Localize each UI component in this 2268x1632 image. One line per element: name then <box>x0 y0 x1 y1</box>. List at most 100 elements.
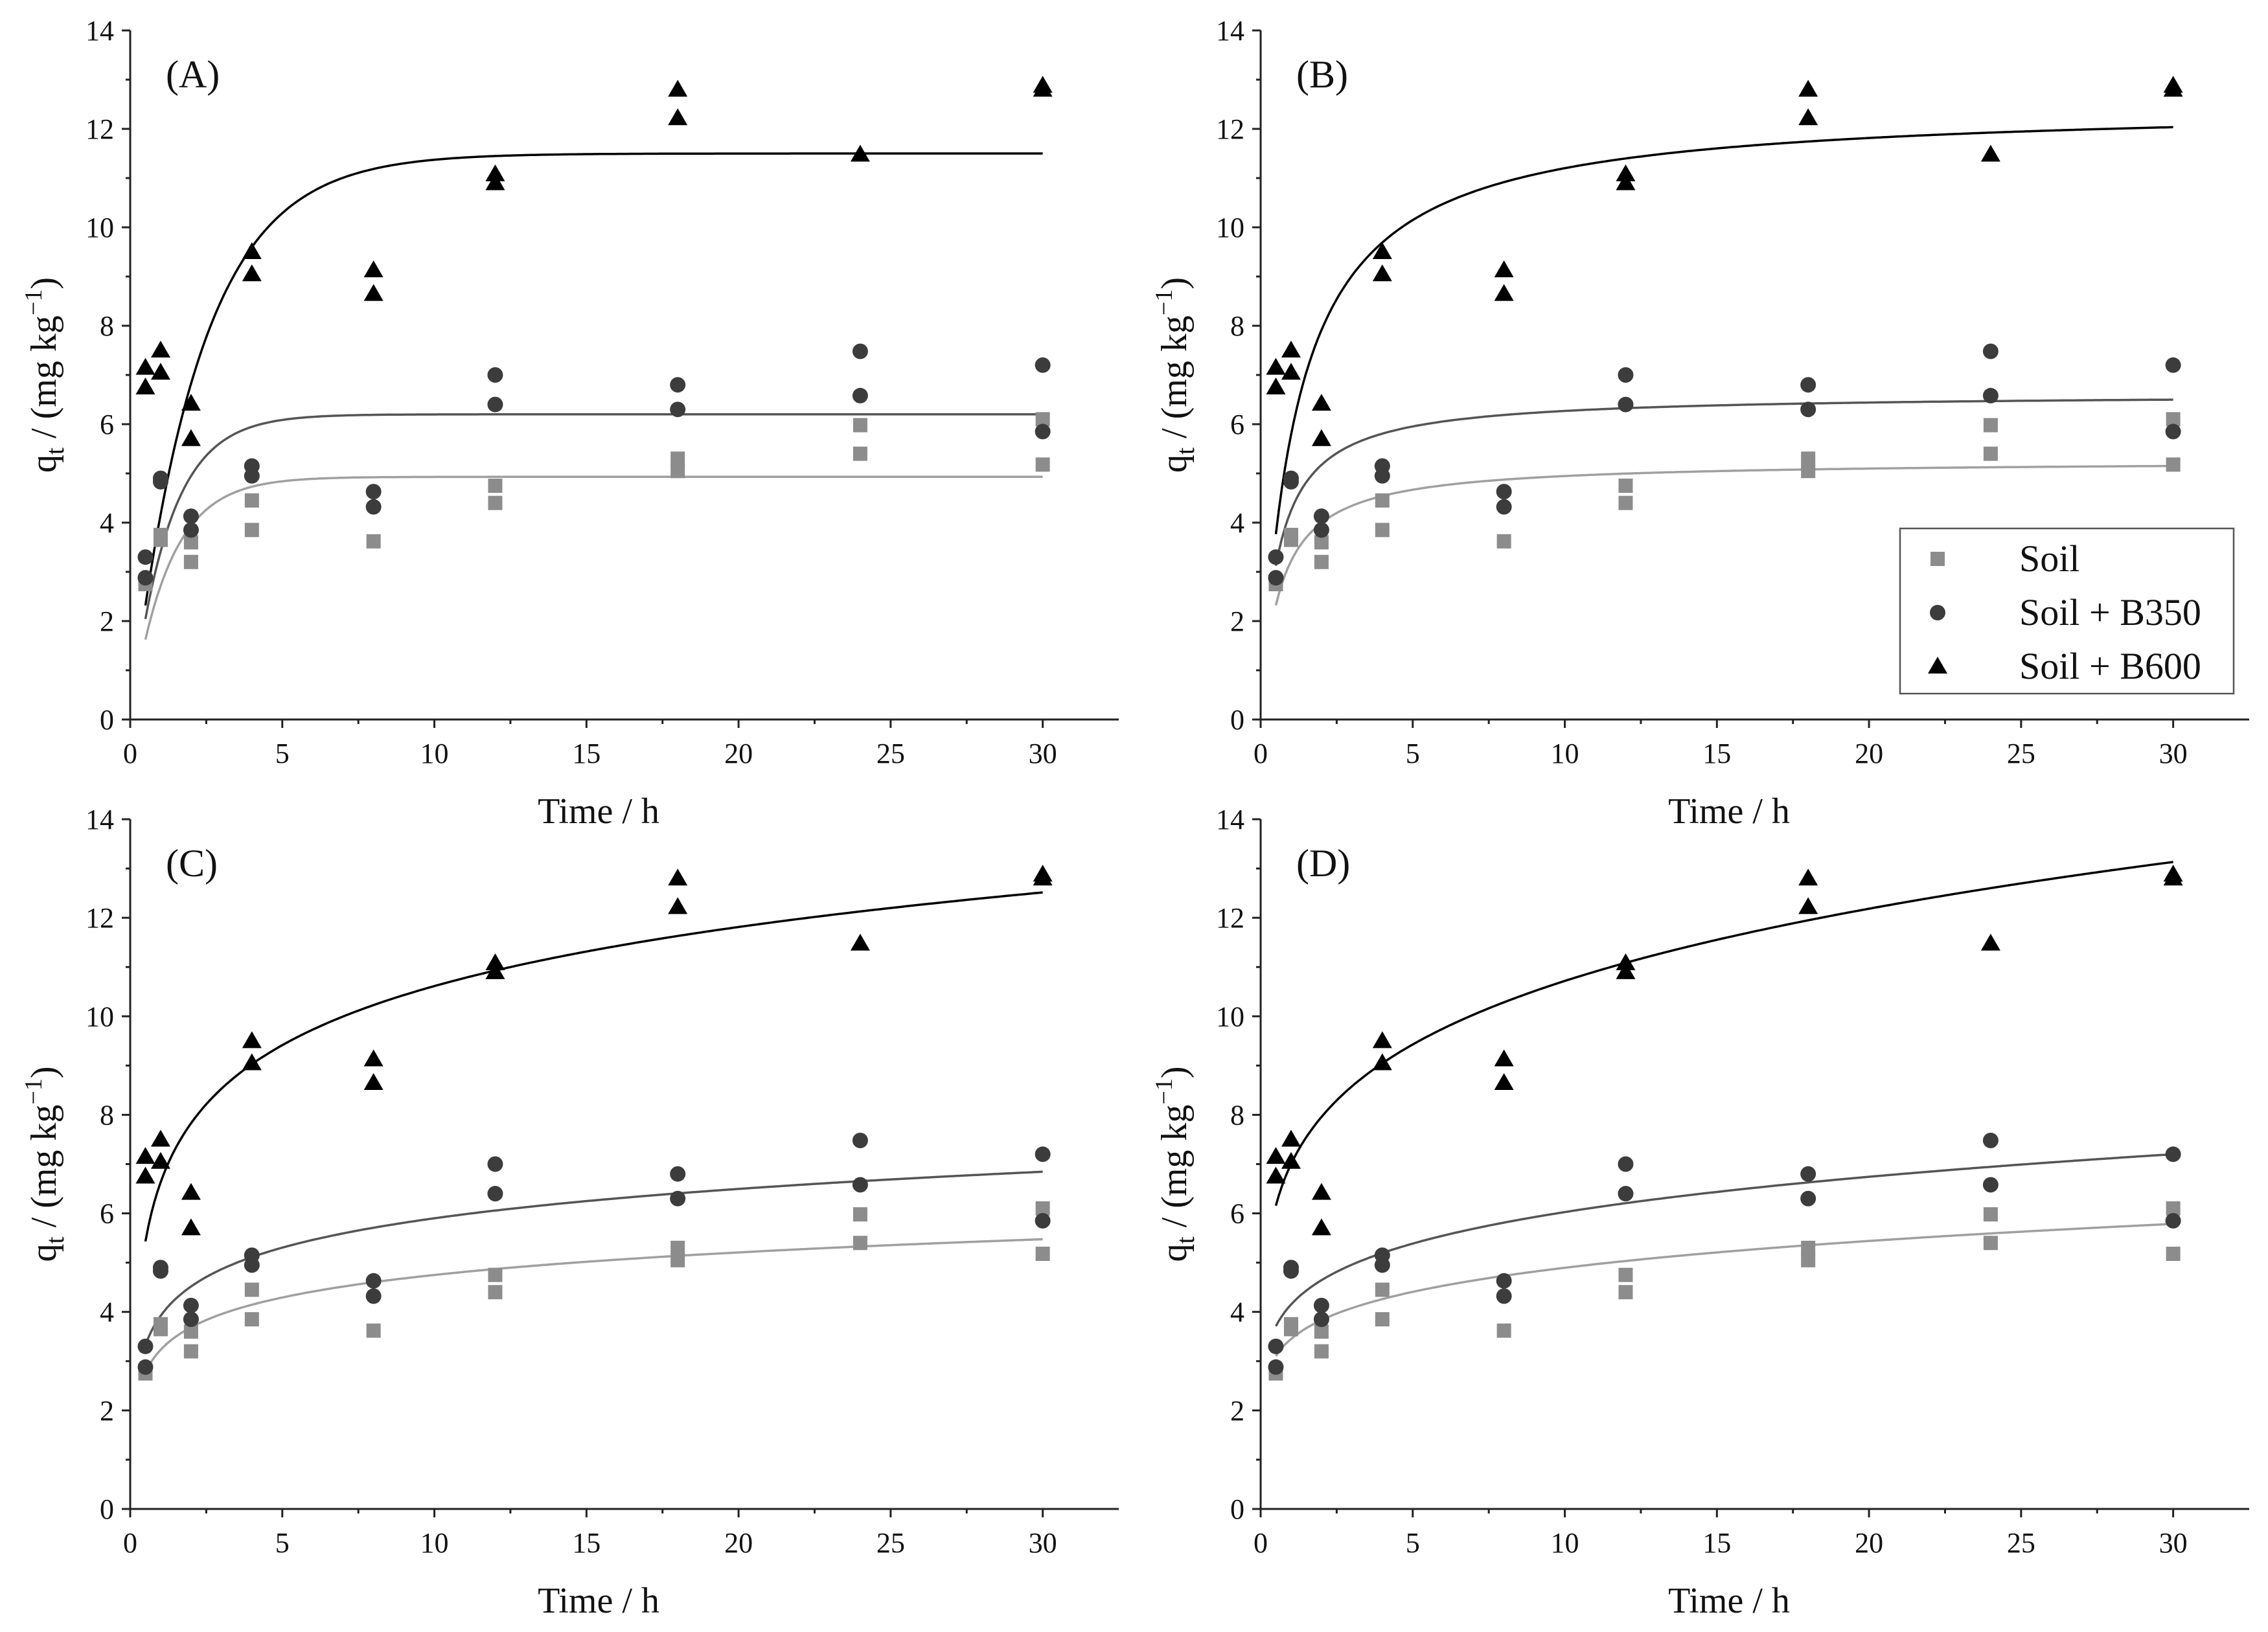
y-tick-label: 6 <box>100 1198 114 1230</box>
data-point-soil-b600 <box>850 933 870 951</box>
data-point-soil <box>1618 1267 1633 1282</box>
data-point-soil-b600 <box>668 80 688 97</box>
data-point-soil-b600 <box>1281 341 1301 357</box>
legend-marker-soil-b600 <box>1928 657 1947 674</box>
data-point-soil-b600 <box>2163 76 2183 93</box>
data-point-soil <box>1035 412 1050 427</box>
data-point-soil-b600 <box>135 1147 155 1164</box>
data-point-soil-b350 <box>487 396 503 413</box>
y-tick-label: 10 <box>86 1001 114 1032</box>
data-point-soil <box>1314 1344 1329 1359</box>
data-point-soil <box>244 523 259 538</box>
data-point-soil-b600 <box>1033 865 1053 882</box>
data-point-soil <box>1983 1236 1998 1251</box>
data-point-soil <box>1283 1317 1298 1332</box>
y-tick-label: 14 <box>1216 804 1244 835</box>
y-tick-label: 14 <box>86 804 114 835</box>
data-point-soil-b600 <box>150 1129 170 1147</box>
x-tick-label: 25 <box>876 738 905 769</box>
data-point-soil-b350 <box>183 1297 199 1313</box>
data-point-soil <box>1983 418 1998 433</box>
y-tick-label: 12 <box>86 902 114 934</box>
data-point-soil-b350 <box>365 484 382 500</box>
data-point-soil-b350 <box>1982 1177 1999 1193</box>
data-point-soil <box>2166 457 2181 472</box>
y-tick-label: 8 <box>100 1099 114 1131</box>
legend-label-soil-b350: Soil + B350 <box>2019 591 2201 633</box>
data-point-soil-b600 <box>1311 1218 1331 1236</box>
data-point-soil-b350 <box>152 470 168 486</box>
x-tick-label: 0 <box>1254 1527 1268 1559</box>
data-point-soil-b350 <box>1618 1186 1634 1202</box>
data-point-soil-b600 <box>1281 1151 1301 1169</box>
data-point-soil-b600 <box>363 1049 384 1067</box>
data-point-soil-b600 <box>1372 1053 1392 1071</box>
data-point-soil-b600 <box>1033 76 1053 93</box>
data-point-soil-b350 <box>152 1260 168 1276</box>
data-point-soil-b350 <box>1313 1311 1329 1328</box>
data-point-soil-b350 <box>1982 343 1999 359</box>
data-point-soil <box>153 528 168 542</box>
data-point-soil-b350 <box>365 499 382 515</box>
data-point-soil-b600 <box>135 1166 155 1184</box>
y-tick-label: 14 <box>1216 15 1244 47</box>
data-point-soil-b600 <box>1494 284 1514 301</box>
fit-curve-soil-b350 <box>144 413 1043 620</box>
data-point-soil-b350 <box>852 387 868 403</box>
y-tick-label: 10 <box>86 212 114 244</box>
y-tick-label: 2 <box>1230 1395 1244 1427</box>
data-point-soil <box>670 1240 685 1255</box>
data-point-soil-b600 <box>668 897 688 914</box>
data-point-soil-b350 <box>244 1247 260 1264</box>
data-point-soil-b350 <box>2165 357 2181 373</box>
data-point-soil-b600 <box>135 378 155 394</box>
data-point-soil-b350 <box>1313 522 1329 538</box>
data-point-soil-b350 <box>852 1177 868 1193</box>
data-point-soil-b600 <box>668 868 688 886</box>
data-point-soil-b600 <box>1798 897 1818 914</box>
x-axis-title: Time / h <box>538 1581 659 1621</box>
x-tick-label: 15 <box>572 1527 601 1559</box>
data-point-soil-b350 <box>1618 396 1634 413</box>
data-point-soil-b600 <box>135 357 155 375</box>
data-point-soil-b350 <box>1268 1359 1284 1375</box>
data-point-soil-b350 <box>2165 1212 2181 1229</box>
panel-d: 0 5 10 15 20 25 30 0 2 4 6 8 10 12 14 Time / h qt / (mg … <box>1151 804 2249 1621</box>
data-point-soil-b600 <box>485 164 505 181</box>
data-point-soil-b350 <box>1618 367 1634 383</box>
data-point-soil-b600 <box>242 264 262 282</box>
y-tick-label: 4 <box>1230 1297 1244 1328</box>
data-point-soil-b600 <box>1494 1072 1514 1090</box>
panel-label: (A) <box>166 53 220 96</box>
legend-box <box>1899 527 2235 695</box>
data-point-soil-b600 <box>242 1053 262 1071</box>
data-point-soil <box>1801 1252 1816 1267</box>
data-point-soil <box>244 493 259 508</box>
data-point-soil <box>183 1324 198 1339</box>
legend-label-soil-b600: Soil + B600 <box>2019 645 2201 687</box>
data-point-soil-b600 <box>1372 264 1392 282</box>
y-tick-label: 0 <box>1230 704 1244 736</box>
y-tick-label: 12 <box>86 113 114 145</box>
y-tick-label: 10 <box>1216 1001 1244 1032</box>
legend-marker-soil-b350 <box>1930 605 1945 620</box>
data-point-soil <box>1801 1240 1816 1255</box>
data-point-soil-b350 <box>1035 1212 1051 1229</box>
data-point-soil-b350 <box>137 549 154 565</box>
data-point-soil <box>244 1282 259 1297</box>
data-point-soil-b600 <box>150 1151 170 1169</box>
data-point-soil-b350 <box>2165 424 2181 440</box>
data-point-soil <box>1496 534 1511 549</box>
x-tick-label: 15 <box>572 738 601 769</box>
fit-curve-soil-b350 <box>1274 1153 2173 1327</box>
fit-curve-soil <box>144 475 1043 640</box>
data-point-soil-b350 <box>137 570 154 586</box>
panel-b: 0 5 10 15 20 25 30 0 2 4 6 8 10 12 14 Time / h qt / (mg … <box>1151 15 2249 832</box>
data-point-soil <box>1035 457 1050 472</box>
data-point-soil-b600 <box>1798 80 1818 97</box>
x-tick-label: 0 <box>1254 738 1268 769</box>
x-tick-label: 25 <box>2007 738 2035 769</box>
data-point-soil-b350 <box>1268 1338 1284 1354</box>
data-point-soil-b600 <box>1311 429 1331 446</box>
data-point-soil <box>2166 1201 2181 1216</box>
